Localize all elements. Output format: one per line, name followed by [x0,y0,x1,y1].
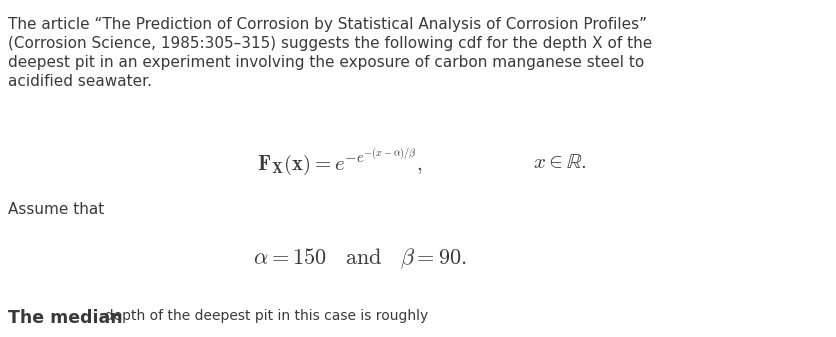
Text: $\alpha = 150 \quad \mathrm{and} \quad \beta = 90.$: $\alpha = 150 \quad \mathrm{and} \quad \… [252,247,466,271]
Text: Assume that: Assume that [8,202,104,217]
Text: acidified seawater.: acidified seawater. [8,74,152,89]
Text: The median: The median [8,309,123,327]
Text: deepest pit in an experiment involving the exposure of carbon manganese steel to: deepest pit in an experiment involving t… [8,55,644,70]
Text: $\mathbf{F_X}\mathbf{(x)} = e^{-e^{-(x-\alpha)/\beta}},$: $\mathbf{F_X}\mathbf{(x)} = e^{-e^{-(x-\… [257,147,422,177]
Text: (Corrosion Science, 1985:305–315) suggests the following cdf for the depth X of : (Corrosion Science, 1985:305–315) sugges… [8,36,651,51]
Text: $x \in \mathbb{R}.$: $x \in \mathbb{R}.$ [533,153,586,172]
Text: The article “The Prediction of Corrosion by Statistical Analysis of Corrosion Pr: The article “The Prediction of Corrosion… [8,17,646,32]
Text: depth of the deepest pit in this case is roughly: depth of the deepest pit in this case is… [96,309,428,323]
